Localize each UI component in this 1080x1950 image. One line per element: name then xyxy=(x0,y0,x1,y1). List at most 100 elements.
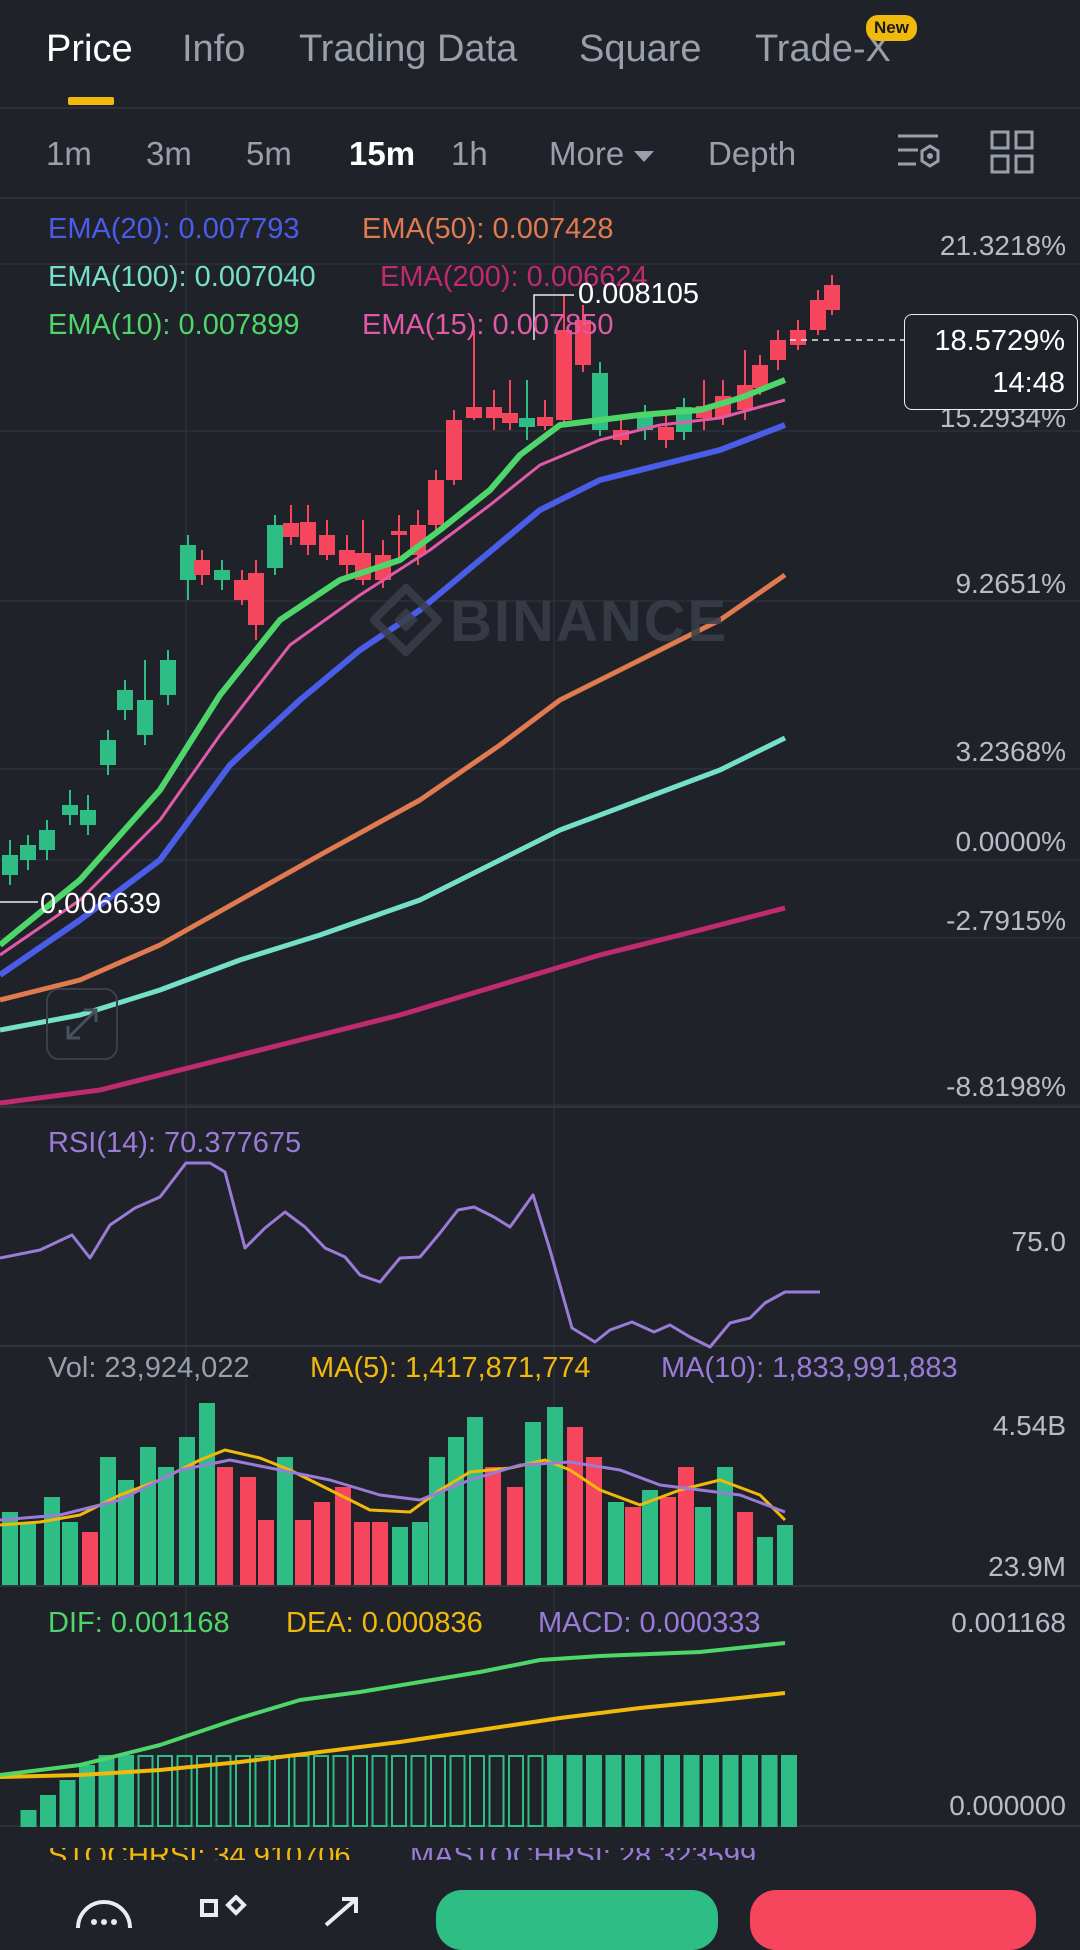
tab-info[interactable]: Info xyxy=(182,28,246,70)
vol-ma10-label: MA(10): 1,833,991,883 xyxy=(661,1352,958,1384)
candle-body xyxy=(391,531,407,535)
more-icon[interactable] xyxy=(72,1888,162,1928)
candle-body xyxy=(466,407,482,418)
macd-histogram-bar xyxy=(98,1755,115,1827)
macd-axis-max: 0.001168 xyxy=(951,1607,1066,1638)
candle-body xyxy=(339,550,355,565)
interval-15m[interactable]: 15m xyxy=(349,135,416,172)
candle-body xyxy=(824,285,840,310)
ema20-line xyxy=(0,422,787,978)
candle-body xyxy=(180,545,196,580)
rsi-label: RSI(14): 70.377675 xyxy=(48,1127,302,1159)
candle-body xyxy=(39,830,55,850)
candle-body xyxy=(658,427,674,440)
active-tab-indicator xyxy=(68,97,114,105)
interval-3m[interactable]: 3m xyxy=(146,135,192,172)
volume-bar xyxy=(118,1480,134,1585)
tab-trading-data[interactable]: Trading Data xyxy=(299,28,518,70)
candle-body xyxy=(160,660,176,695)
volume-bar xyxy=(757,1537,773,1585)
volume-bar xyxy=(608,1502,624,1585)
volume-bar xyxy=(179,1437,195,1585)
candle-body xyxy=(486,407,502,418)
candle-body xyxy=(100,740,116,765)
volume-bar xyxy=(158,1467,174,1585)
candle-countdown: 14:48 xyxy=(992,367,1065,399)
mastochrsi-label: MASTOCHRSI: 28.323599 xyxy=(410,1848,756,1860)
macd-histogram-bar xyxy=(293,1755,310,1827)
volume-bar xyxy=(547,1407,563,1585)
macd-histogram-bar xyxy=(625,1755,641,1827)
caret-down-icon xyxy=(634,150,655,162)
volume-bar xyxy=(240,1477,256,1585)
volume-bar xyxy=(82,1532,98,1585)
tab-price[interactable]: Price xyxy=(46,28,133,70)
macd-histogram-bar xyxy=(410,1755,427,1827)
candle-body xyxy=(519,418,535,427)
ema10-line xyxy=(0,377,787,948)
depth-button[interactable]: Depth xyxy=(708,135,797,172)
volume-bar xyxy=(448,1437,464,1585)
macd-histogram-bar xyxy=(371,1755,388,1827)
volume-bar xyxy=(429,1457,445,1585)
ema15-label: EMA(15): 0.007850 xyxy=(362,309,614,341)
ema200-line xyxy=(0,905,786,1106)
macd-histogram-bar xyxy=(254,1755,271,1827)
high-marker-line xyxy=(533,294,574,340)
expand-icon[interactable] xyxy=(46,988,118,1060)
volume-bar xyxy=(737,1512,753,1585)
macd-histogram-bar xyxy=(742,1755,758,1827)
vol-ma5-label: MA(5): 1,417,871,774 xyxy=(310,1352,591,1384)
grid-layout-icon[interactable] xyxy=(982,122,1042,182)
tab-square[interactable]: Square xyxy=(579,28,702,70)
volume-bar xyxy=(140,1447,156,1585)
macd-histogram-bar xyxy=(547,1755,563,1827)
interval-5m[interactable]: 5m xyxy=(246,135,292,172)
macd-histogram-bar xyxy=(235,1755,251,1827)
vol-axis-max: 4.54B xyxy=(992,1410,1066,1441)
macd-histogram-bar xyxy=(313,1755,329,1827)
axis-label-price: 21.3218% xyxy=(939,230,1066,261)
candle-body xyxy=(248,573,264,625)
watermark-logo: BINANCE xyxy=(370,583,728,662)
rsi-axis-label: 75.0 xyxy=(1011,1226,1067,1257)
macd-histogram-bar xyxy=(508,1755,524,1827)
volume-bar xyxy=(199,1403,215,1585)
ema50-line xyxy=(0,572,787,1003)
volume-bar xyxy=(777,1525,793,1585)
candle-body xyxy=(556,330,572,420)
candle-body xyxy=(214,570,230,580)
candle-body xyxy=(592,373,608,430)
candle-body xyxy=(575,320,591,365)
candle-body xyxy=(137,700,153,735)
ema10-label: EMA(10): 0.007899 xyxy=(48,309,300,341)
volume-bar xyxy=(372,1522,388,1585)
macd-dea-label: DEA: 0.000836 xyxy=(286,1607,483,1639)
volume-bar xyxy=(335,1487,351,1585)
chart-settings-icon[interactable] xyxy=(888,122,948,182)
candle-body xyxy=(790,330,806,345)
sell-button[interactable] xyxy=(750,1890,1036,1950)
stochrsi-label: STOCHRSI: 34.910706 xyxy=(48,1848,351,1860)
macd-histogram-bar xyxy=(761,1755,778,1827)
macd-histogram-bar xyxy=(527,1755,544,1827)
widgets-icon[interactable] xyxy=(200,1895,260,1935)
ema200-label: EMA(200): 0.006624 xyxy=(380,261,648,293)
interval-more-dropdown[interactable]: More xyxy=(549,135,655,173)
interval-1m[interactable]: 1m xyxy=(46,135,92,172)
low-price-label: 0.006639 xyxy=(40,888,161,920)
candle-body xyxy=(117,690,133,710)
candle-body xyxy=(319,535,335,555)
interval-1h[interactable]: 1h xyxy=(451,135,488,172)
share-icon[interactable] xyxy=(320,1895,380,1935)
macd-dea-line xyxy=(0,1691,786,1779)
axis-label-price: -8.8198% xyxy=(946,1071,1066,1102)
buy-button[interactable] xyxy=(436,1890,718,1950)
binance-logo-icon xyxy=(370,583,442,656)
macd-histogram-bar xyxy=(430,1755,446,1827)
macd-histogram-bar xyxy=(20,1810,37,1827)
volume-bar xyxy=(100,1457,116,1585)
macd-histogram-bar xyxy=(215,1755,232,1827)
macd-histogram-bar xyxy=(352,1755,368,1827)
